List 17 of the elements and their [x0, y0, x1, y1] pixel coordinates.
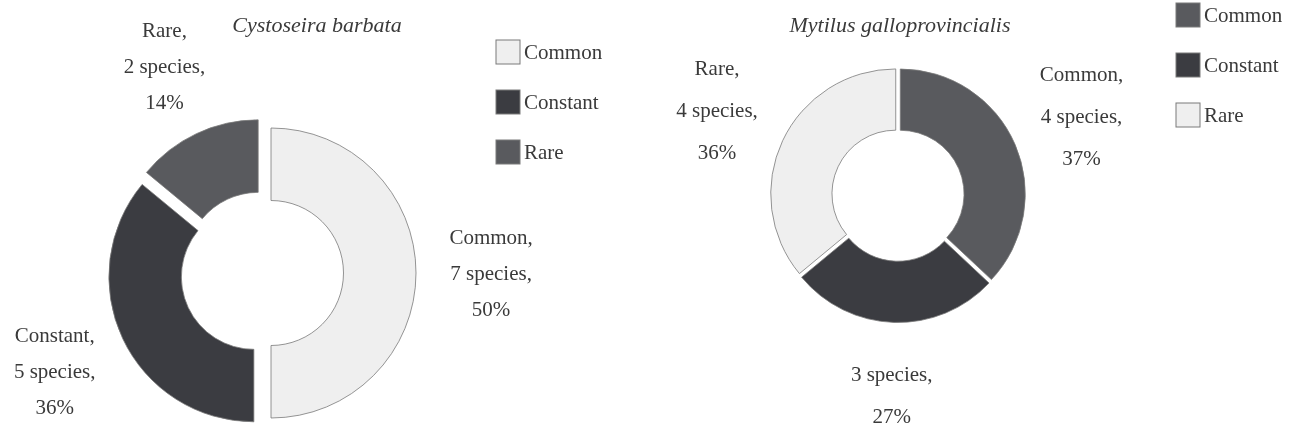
legend-label: Constant [524, 90, 599, 114]
data-label: Constant, 5 species, 36% [13, 322, 96, 419]
chart-title: Cystoseira barbata [232, 11, 402, 37]
data-label: 3 species, 27% [850, 361, 933, 428]
data-label: Rare, 4 species, 36% [676, 55, 758, 164]
legend-label: Rare [524, 140, 564, 164]
data-label: Common, 7 species, 50% [449, 225, 533, 321]
legend-label: Rare [1204, 103, 1244, 127]
data-label: Rare, 2 species, 14% [123, 17, 206, 114]
legend-label: Common [1204, 3, 1283, 27]
donut-slice [770, 68, 897, 275]
legend-label: Constant [1204, 53, 1279, 77]
legend-label: Common [524, 40, 603, 64]
chart-title: Mytilus galloprovincialis [788, 11, 1011, 37]
donut-slice [899, 68, 1026, 280]
donut-slice [801, 237, 990, 323]
data-label: Common, 4 species, 37% [1039, 61, 1124, 170]
